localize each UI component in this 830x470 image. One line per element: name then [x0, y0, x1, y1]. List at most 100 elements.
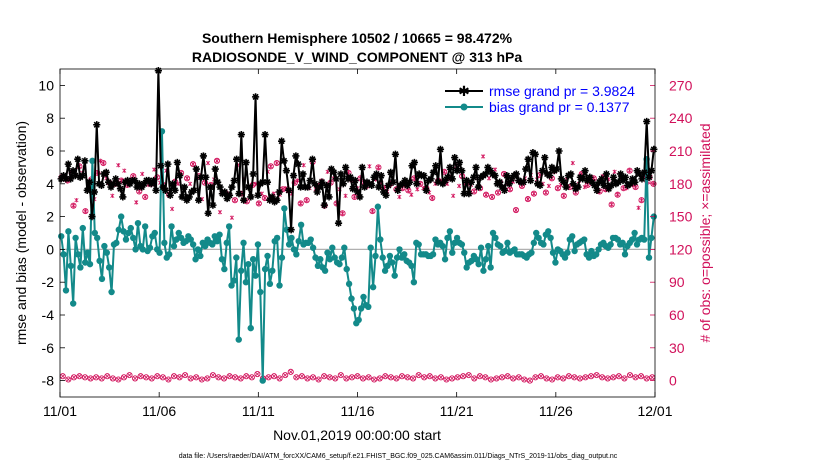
obs-possible-point: [170, 373, 178, 380]
obs-possible-point: [70, 202, 77, 209]
rmse-point: [280, 157, 288, 165]
bias-point: [485, 242, 492, 250]
obs-assimilated-point: [83, 375, 87, 380]
obs-assimilated-point: [472, 189, 477, 194]
obs-possible-point: [309, 374, 317, 381]
rmse-point: [500, 186, 509, 194]
obs-possible-point: [159, 374, 166, 381]
obs-possible-point: [542, 189, 549, 196]
obs-assimilated-point: [343, 193, 348, 199]
rmse-point: [59, 172, 68, 180]
bias-point: [449, 249, 456, 256]
obs-assimilated-point: [543, 190, 548, 195]
obs-possible-point: [537, 373, 545, 380]
rmse-point: [522, 165, 530, 173]
obs-assimilated-point: [594, 373, 599, 378]
obs-possible-point: [87, 375, 94, 382]
obs-possible-point: [204, 375, 211, 382]
obs-assimilated-point: [177, 375, 182, 380]
rmse-point: [455, 158, 464, 167]
obs-possible-point: [398, 373, 406, 380]
rmse-point: [176, 172, 184, 180]
obs-possible-point: [593, 372, 600, 379]
rmse-point: [337, 170, 345, 178]
obs-possible-point: [421, 374, 428, 381]
obs-possible-point: [375, 164, 382, 171]
rmse-point: [216, 183, 224, 191]
y-tick-label-left: -8: [42, 373, 55, 389]
obs-assimilated-point: [327, 375, 332, 380]
bias-point: [607, 241, 614, 248]
rmse-point: [223, 194, 231, 203]
obs-assimilated-point: [77, 374, 82, 379]
obs-assimilated-point: [232, 198, 237, 203]
obs-assimilated-point: [366, 375, 371, 380]
bias-point: [561, 254, 569, 261]
obs-possible-point: [448, 375, 456, 382]
rmse-point: [247, 193, 255, 201]
rmse-point: [71, 172, 80, 180]
bias-point: [381, 267, 389, 274]
legend-rmse-label: rmse grand pr = 3.9824: [489, 83, 635, 99]
obs-assimilated-point: [566, 374, 571, 379]
rmse-point: [209, 201, 217, 209]
rmse-point: [304, 183, 312, 191]
bias-point: [492, 234, 499, 242]
x-axis-label: Nov.01,2019 00:00:00 start: [273, 427, 441, 443]
bias-point: [168, 223, 175, 230]
y-tick-label-right: 180: [669, 176, 693, 192]
obs-possible-point: [120, 374, 127, 381]
obs-assimilated-point: [533, 375, 538, 380]
bias-point: [297, 221, 305, 228]
obs-possible-point: [387, 374, 394, 381]
rmse-point: [403, 181, 411, 190]
obs-assimilated-point: [205, 160, 211, 166]
rmse-point: [635, 170, 644, 178]
obs-possible-point: [70, 374, 77, 381]
rmse-point: [178, 193, 186, 201]
rmse-point: [166, 191, 174, 199]
bias-point: [487, 264, 494, 271]
obs-assimilated-point: [199, 377, 204, 382]
obs-possible-point: [304, 375, 311, 382]
rmse-point: [126, 180, 134, 188]
obs-assimilated-point: [455, 375, 460, 380]
rmse-point: [315, 183, 324, 191]
bias-point: [223, 239, 230, 247]
rmse-point: [375, 183, 383, 191]
rmse-point: [593, 186, 601, 194]
rmse-point: [114, 180, 122, 188]
obs-assimilated-point: [561, 376, 566, 381]
obs-possible-point: [638, 197, 645, 204]
obs-assimilated-point: [274, 160, 279, 166]
obs-possible-point: [554, 185, 561, 192]
rmse-point: [299, 170, 307, 178]
obs-assimilated-point: [211, 373, 215, 378]
obs-assimilated-point: [472, 376, 477, 381]
bias-point: [410, 279, 418, 286]
bias-point: [571, 247, 578, 255]
obs-possible-point: [494, 189, 502, 196]
rmse-point: [609, 173, 618, 181]
bias-point: [98, 275, 106, 283]
obs-possible-point: [360, 375, 367, 382]
bias-point: [276, 282, 283, 289]
obs-assimilated-point: [427, 374, 432, 379]
obs-assimilated-point: [483, 192, 489, 197]
obs-assimilated-point: [283, 373, 288, 378]
rmse-point: [614, 178, 622, 186]
rmse-point: [413, 180, 421, 188]
bias-point: [645, 254, 653, 261]
rmse-point: [161, 186, 170, 194]
rmse-point: [579, 175, 587, 183]
bias-point: [235, 336, 242, 343]
obs-possible-point: [615, 373, 622, 380]
obs-possible-point: [460, 373, 467, 380]
obs-possible-point: [343, 375, 350, 382]
obs-assimilated-point: [99, 376, 104, 381]
obs-possible-point: [426, 373, 433, 380]
bias-point: [401, 251, 408, 258]
obs-assimilated-point: [255, 372, 260, 376]
obs-assimilated-point: [627, 168, 632, 173]
rmse-point: [588, 178, 596, 186]
